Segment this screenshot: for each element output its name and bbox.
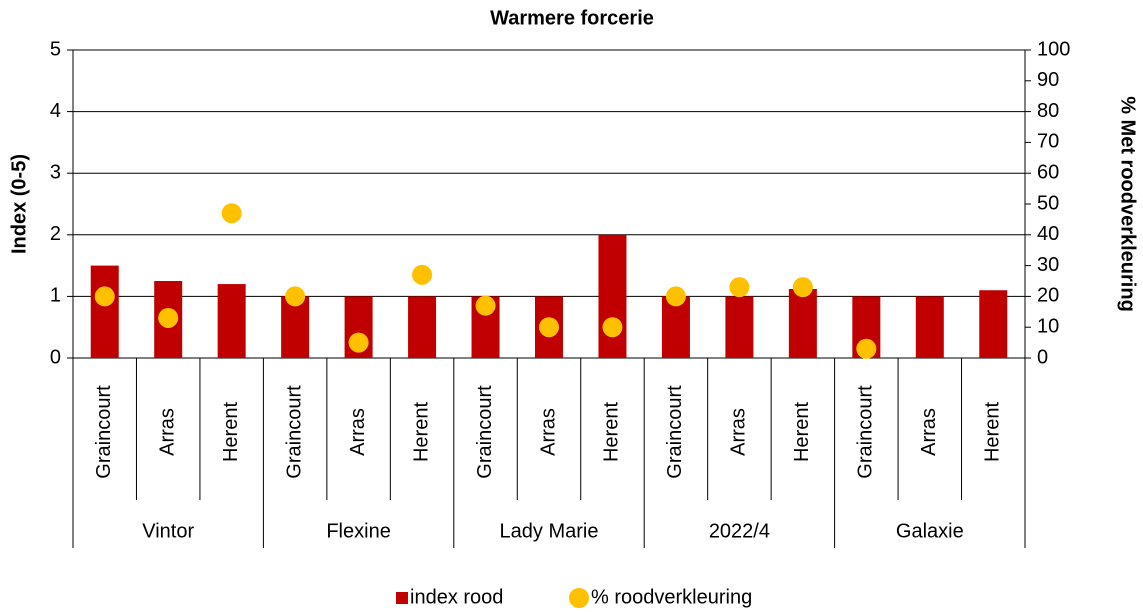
group-label: 2022/4 — [709, 520, 770, 542]
dot — [158, 307, 179, 328]
x-tick-label: Arras — [347, 408, 369, 456]
x-tick-label: Herent — [220, 402, 242, 462]
y2-tick-label: 0 — [1037, 346, 1048, 368]
bar — [788, 289, 817, 358]
bar — [217, 284, 246, 358]
x-tick-label: Arras — [156, 408, 178, 456]
y-tick-label: 4 — [50, 100, 61, 122]
dot — [602, 317, 623, 338]
x-tick-label: Graincourt — [664, 385, 686, 479]
y2-tick-label: 90 — [1037, 69, 1059, 91]
x-tick-label: Graincourt — [855, 385, 877, 479]
bar — [281, 296, 310, 358]
y2-tick-label: 30 — [1037, 254, 1059, 276]
bar — [979, 290, 1008, 358]
x-tick-label: Graincourt — [283, 385, 305, 479]
x-tick-label: Graincourt — [474, 385, 496, 479]
dot — [94, 286, 115, 307]
legend-label: index rood — [410, 586, 503, 608]
y2-tick-label: 60 — [1037, 161, 1059, 183]
bar — [915, 296, 944, 358]
x-tick-label: Herent — [791, 402, 813, 462]
chart-title: Warmere forcerie — [490, 7, 654, 29]
y2-tick-label: 20 — [1037, 285, 1059, 307]
dot — [412, 264, 433, 285]
group-label: Galaxie — [896, 520, 964, 542]
y-tick-label: 3 — [50, 161, 61, 183]
bar — [408, 296, 437, 358]
dot — [348, 332, 369, 353]
bar — [598, 234, 627, 358]
y2-tick-label: 40 — [1037, 223, 1059, 245]
legend-swatch — [569, 588, 589, 608]
y2-tick-label: 70 — [1037, 131, 1059, 153]
group-label: Lady Marie — [500, 520, 599, 542]
x-tick-label: Herent — [982, 402, 1004, 462]
dot — [221, 203, 242, 224]
x-tick-label: Graincourt — [93, 385, 115, 479]
y2-tick-label: 50 — [1037, 192, 1059, 214]
x-tick-label: Arras — [537, 408, 559, 456]
group-label: Flexine — [326, 520, 390, 542]
x-tick-label: Arras — [918, 408, 940, 456]
dot — [729, 277, 750, 298]
bar — [661, 296, 690, 358]
y2-tick-label: 80 — [1037, 100, 1059, 122]
x-tick-label: Herent — [601, 402, 623, 462]
bar — [90, 265, 119, 358]
y2-tick-label: 10 — [1037, 315, 1059, 337]
x-tick-label: Arras — [728, 408, 750, 456]
y-tick-label: 2 — [50, 223, 61, 245]
dot — [665, 286, 686, 307]
bar — [725, 296, 754, 358]
y-tick-label: 1 — [50, 285, 61, 307]
dot — [285, 286, 306, 307]
group-label: Vintor — [142, 520, 194, 542]
dot — [475, 295, 496, 316]
legend-swatch — [396, 592, 408, 604]
legend-label: % roodverkleuring — [591, 586, 752, 608]
x-tick-label: Herent — [410, 402, 432, 462]
y-tick-label: 5 — [50, 38, 61, 60]
dot — [856, 338, 877, 359]
dot — [539, 317, 559, 338]
dot — [792, 277, 813, 298]
y-tick-label: 0 — [50, 346, 61, 368]
y2-axis-title: % Met roodverkleuring — [1117, 96, 1139, 312]
y2-tick-label: 100 — [1037, 38, 1070, 60]
y-axis-title: Index (0-5) — [8, 154, 30, 254]
